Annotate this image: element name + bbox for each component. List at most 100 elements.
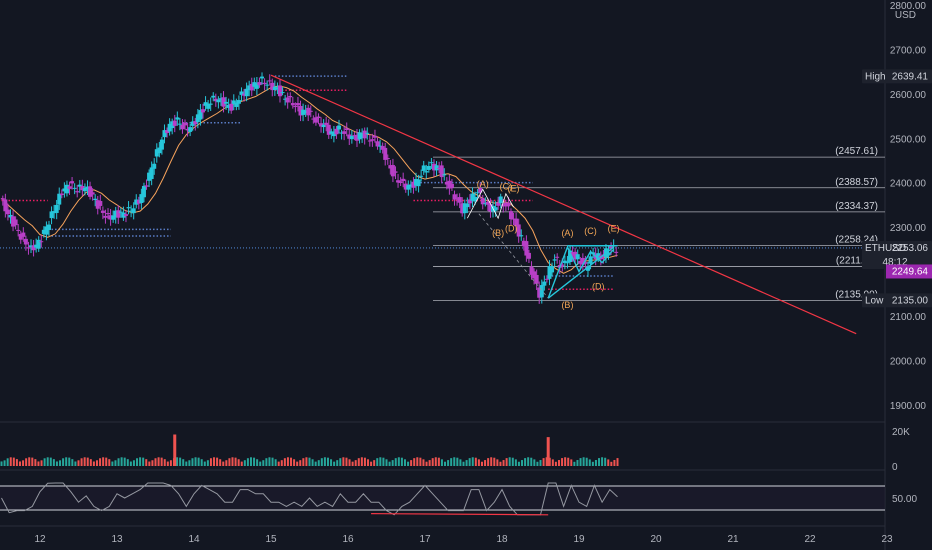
candle-body: [70, 181, 75, 184]
volume-bar: [209, 458, 212, 466]
candle-body: [285, 97, 290, 103]
candle-body: [439, 165, 444, 178]
candle-body: [393, 171, 398, 173]
volume-bar: [517, 461, 520, 466]
ma-line: [1, 85, 618, 274]
candle-body: [398, 181, 403, 183]
candle-body: [195, 114, 200, 123]
candle-body: [36, 239, 41, 249]
volume-bar: [206, 460, 209, 466]
candle-body: [152, 163, 157, 169]
candle-body: [568, 250, 573, 263]
candle-body: [378, 145, 383, 147]
candle-body: [111, 215, 116, 220]
candle-body: [306, 107, 311, 116]
volume-bar: [456, 457, 459, 466]
candle-body: [365, 132, 370, 134]
volume-bar: [74, 461, 77, 466]
candle-body: [444, 181, 449, 185]
volume-bar: [246, 458, 249, 466]
candle-body: [573, 251, 578, 260]
candle-body: [452, 194, 457, 200]
candle-body: [188, 127, 193, 132]
volume-bar: [142, 457, 145, 466]
volume-bar: [561, 458, 564, 466]
candle-body: [206, 103, 211, 109]
volume-bar: [311, 459, 314, 466]
candle-body: [113, 210, 118, 218]
volume-bar: [123, 457, 126, 466]
volume-bar: [591, 461, 594, 466]
volume-bar: [15, 459, 18, 466]
low-badge-value: 2135.00: [892, 295, 929, 306]
projection-line: [478, 213, 549, 299]
candle-body: [67, 186, 72, 189]
level-label: (2135.00): [835, 289, 878, 300]
candle-body: [108, 215, 113, 220]
volume-bar: [243, 460, 246, 466]
candle-body: [275, 87, 280, 90]
oscillator-tick-label: 50.00: [892, 494, 917, 505]
candle-body: [249, 83, 254, 91]
candle-body: [290, 103, 295, 106]
triangle-lower-line: [547, 246, 615, 299]
volume-bar: [539, 460, 542, 466]
candle-body: [532, 271, 537, 279]
volume-bar: [400, 457, 403, 466]
volume-bar: [108, 459, 111, 466]
volume-bar: [46, 457, 49, 466]
candle-body: [326, 124, 331, 135]
volume-bar: [440, 459, 443, 466]
volume-bar: [265, 458, 268, 466]
y-tick-label: 2300.00: [890, 223, 927, 234]
y-tick-label: 2500.00: [890, 134, 927, 145]
trendline[interactable]: [270, 74, 857, 335]
candle-body: [180, 124, 185, 130]
candle-body: [257, 82, 262, 86]
volume-bar: [462, 461, 465, 466]
volume-bar: [256, 459, 259, 466]
candle-body: [542, 281, 547, 286]
candle-body: [16, 229, 21, 231]
candle-body: [519, 235, 524, 237]
time-axis[interactable]: 12 13 14 15 16 17 18 19 20 21 22 23: [34, 534, 893, 545]
candle-body: [370, 139, 375, 141]
candle-body: [352, 135, 357, 137]
candle-body: [406, 185, 411, 190]
level-label: (2334.37): [835, 201, 878, 212]
volume-bar: [305, 457, 308, 466]
volume-bar: [308, 457, 311, 466]
candle-body: [460, 203, 465, 214]
candle-body: [455, 198, 460, 200]
wave-label: (B): [492, 228, 504, 238]
candle-body: [72, 187, 77, 189]
x-tick-label: 20: [650, 534, 662, 545]
candle-body: [13, 219, 18, 226]
volume-bar: [480, 461, 483, 466]
volume-bar: [616, 458, 619, 466]
volume-bar: [102, 457, 105, 466]
level-label: (2258.24): [835, 235, 878, 246]
candle-body: [396, 180, 401, 183]
volume-bar: [68, 457, 71, 466]
candle-body: [585, 266, 590, 271]
volume-bar: [339, 458, 342, 466]
volume-bar: [99, 458, 102, 466]
wave-triangles[interactable]: [466, 188, 618, 299]
candle-body: [485, 201, 490, 205]
candle-body: [218, 98, 223, 100]
volume-bar: [431, 458, 434, 466]
candle-body: [442, 174, 447, 176]
volume-bar: [530, 457, 533, 466]
oscillator-band-fill: [0, 486, 885, 510]
volume-bar: [333, 461, 336, 466]
volume-bar: [139, 457, 142, 466]
volume-bar: [536, 461, 539, 466]
x-tick-label: 16: [342, 534, 354, 545]
candle-body: [342, 131, 347, 134]
candle-body: [431, 163, 436, 171]
candle-body: [457, 197, 462, 203]
volume-bar: [191, 458, 194, 466]
candle-body: [303, 110, 308, 114]
